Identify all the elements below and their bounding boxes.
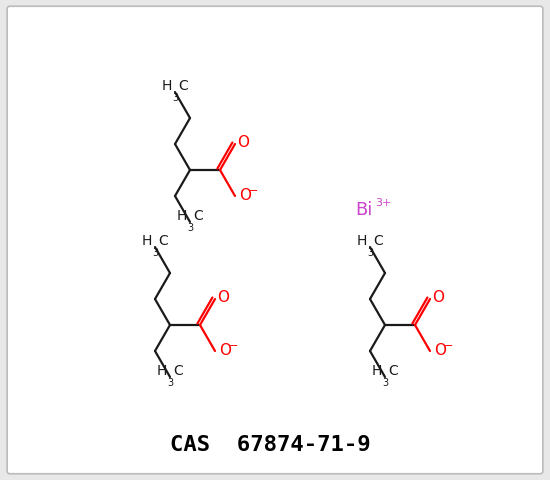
Text: C: C [173,364,183,378]
Text: H: H [142,234,152,248]
Text: 3: 3 [167,378,173,388]
Text: O: O [239,189,251,204]
Text: H: H [372,364,382,378]
Text: O: O [219,344,231,359]
Text: H: H [177,209,187,223]
Text: 3+: 3+ [375,198,392,208]
Text: C: C [388,364,398,378]
Text: H: H [162,79,172,93]
Text: H: H [356,234,367,248]
Text: −: − [444,341,454,351]
Text: O: O [434,344,446,359]
Text: H: H [157,364,167,378]
Text: C: C [158,234,168,248]
Text: −: − [249,186,258,196]
Text: C: C [193,209,203,223]
Text: C: C [373,234,383,248]
Text: CAS  67874-71-9: CAS 67874-71-9 [170,435,370,455]
Text: O: O [237,134,249,149]
Text: 3: 3 [187,223,193,233]
Text: 3: 3 [172,93,178,103]
Text: 3: 3 [152,248,158,258]
Text: −: − [229,341,239,351]
Text: 3: 3 [382,378,388,388]
Text: 3: 3 [367,248,373,258]
Text: Bi: Bi [355,201,372,219]
Text: O: O [217,289,229,304]
Text: O: O [432,289,444,304]
Text: C: C [178,79,188,93]
